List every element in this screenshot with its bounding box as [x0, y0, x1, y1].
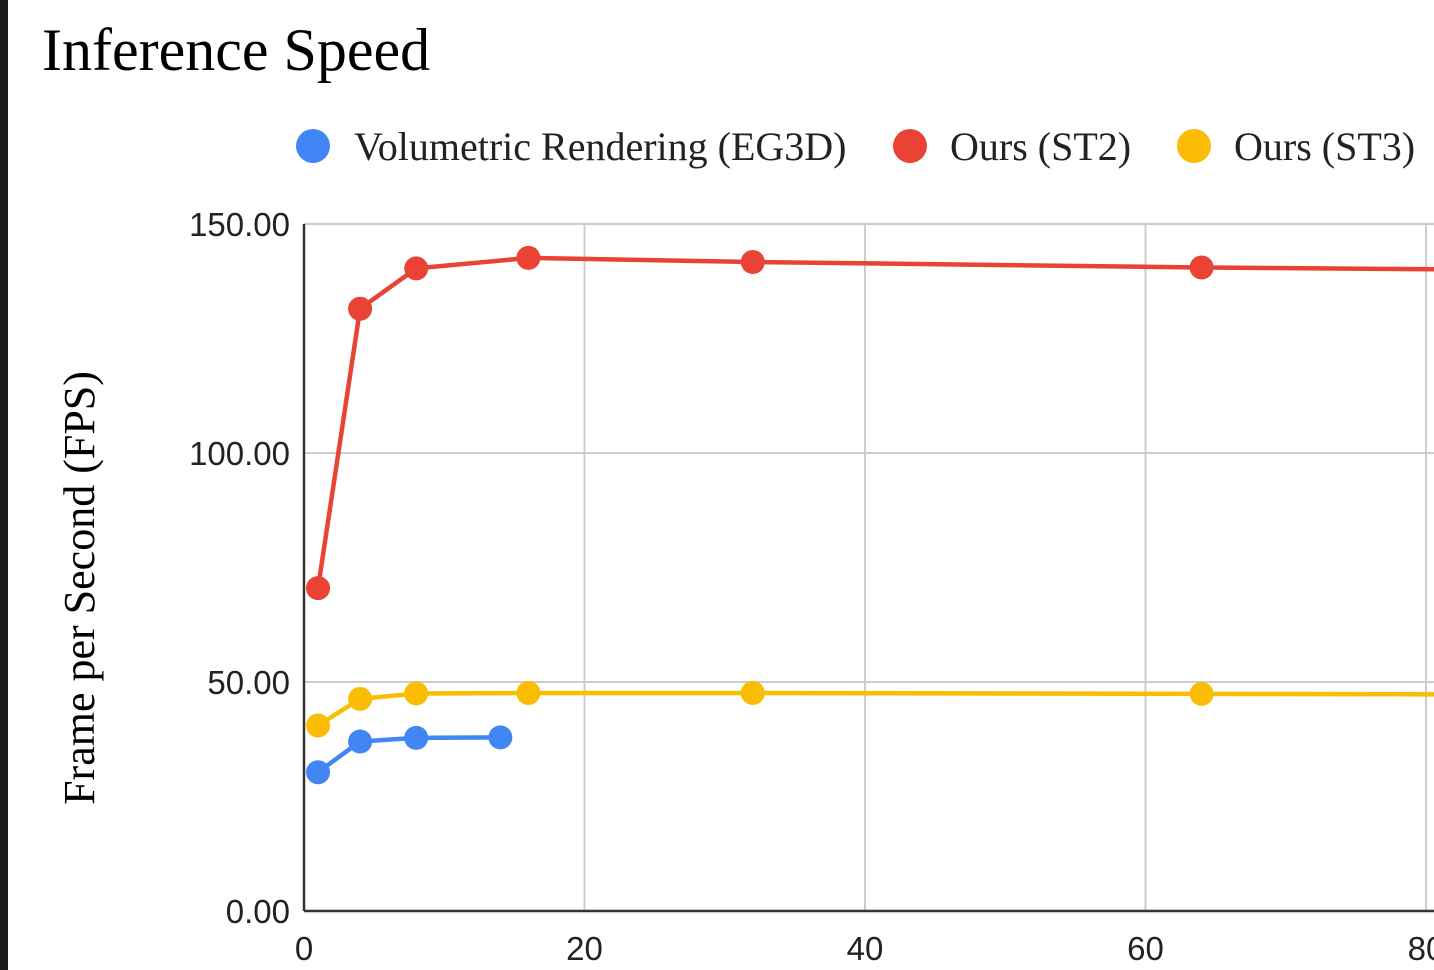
y-tick-labels: 0.00 50.00 100.00 150.00	[189, 206, 290, 930]
legend: Volumetric Rendering (EG3D) Ours (ST2) O…	[296, 124, 1415, 169]
legend-label-eg3d: Volumetric Rendering (EG3D)	[354, 124, 846, 169]
legend-entry-st3: Ours (ST3)	[1177, 124, 1415, 169]
chart-card: Inference Speed Volumetric Rendering (EG…	[8, 0, 1434, 970]
data-point-st3	[348, 686, 373, 711]
y-tick-label: 100.00	[189, 435, 290, 472]
data-point-st2	[1189, 255, 1214, 280]
x-tick-labels: 0 20 40 60 80	[295, 930, 1434, 967]
legend-marker-st2	[893, 129, 927, 163]
legend-label-st3: Ours (ST3)	[1234, 124, 1415, 169]
data-point-st3	[306, 713, 331, 738]
series-eg3d	[306, 725, 513, 785]
x-tick-label: 20	[566, 930, 603, 967]
series-line-st3	[315, 690, 1434, 728]
series-st2	[306, 245, 1434, 601]
x-tick-label: 40	[847, 930, 884, 967]
x-tick-label: 80	[1408, 930, 1434, 967]
data-point-st2	[348, 296, 373, 321]
plot-area	[306, 245, 1434, 785]
chart-title: Inference Speed	[42, 17, 430, 83]
line-chart: Inference Speed Volumetric Rendering (EG…	[42, 17, 1434, 967]
data-point-eg3d	[348, 729, 373, 754]
x-tick-label: 0	[295, 930, 313, 967]
y-tick-label: 150.00	[189, 206, 290, 243]
data-point-eg3d	[404, 725, 429, 750]
data-point-st3	[740, 680, 765, 705]
series-line-st2	[315, 255, 1434, 591]
legend-entry-eg3d: Volumetric Rendering (EG3D)	[296, 124, 846, 169]
data-point-st2	[306, 576, 331, 601]
data-point-st3	[404, 681, 429, 706]
data-point-st2	[740, 250, 765, 275]
y-axis-label: Frame per Second (FPS)	[55, 371, 104, 805]
legend-marker-st3	[1177, 129, 1211, 163]
legend-entry-st2: Ours (ST2)	[893, 124, 1131, 169]
data-point-st3	[516, 680, 541, 705]
gridlines	[304, 223, 1434, 911]
x-tick-label: 60	[1127, 930, 1164, 967]
series-line-eg3d	[315, 735, 503, 775]
series-st3	[306, 680, 1434, 738]
y-tick-label: 50.00	[207, 664, 290, 701]
legend-marker-eg3d	[296, 129, 330, 163]
y-tick-label: 0.00	[226, 893, 290, 930]
axes	[302, 224, 1434, 913]
data-point-eg3d	[306, 760, 331, 785]
background-editor-strip	[0, 0, 8, 970]
data-point-eg3d	[488, 725, 513, 750]
data-point-st2	[516, 245, 541, 270]
data-point-st3	[1189, 681, 1214, 706]
data-point-st2	[404, 256, 429, 281]
legend-label-st2: Ours (ST2)	[950, 124, 1131, 169]
